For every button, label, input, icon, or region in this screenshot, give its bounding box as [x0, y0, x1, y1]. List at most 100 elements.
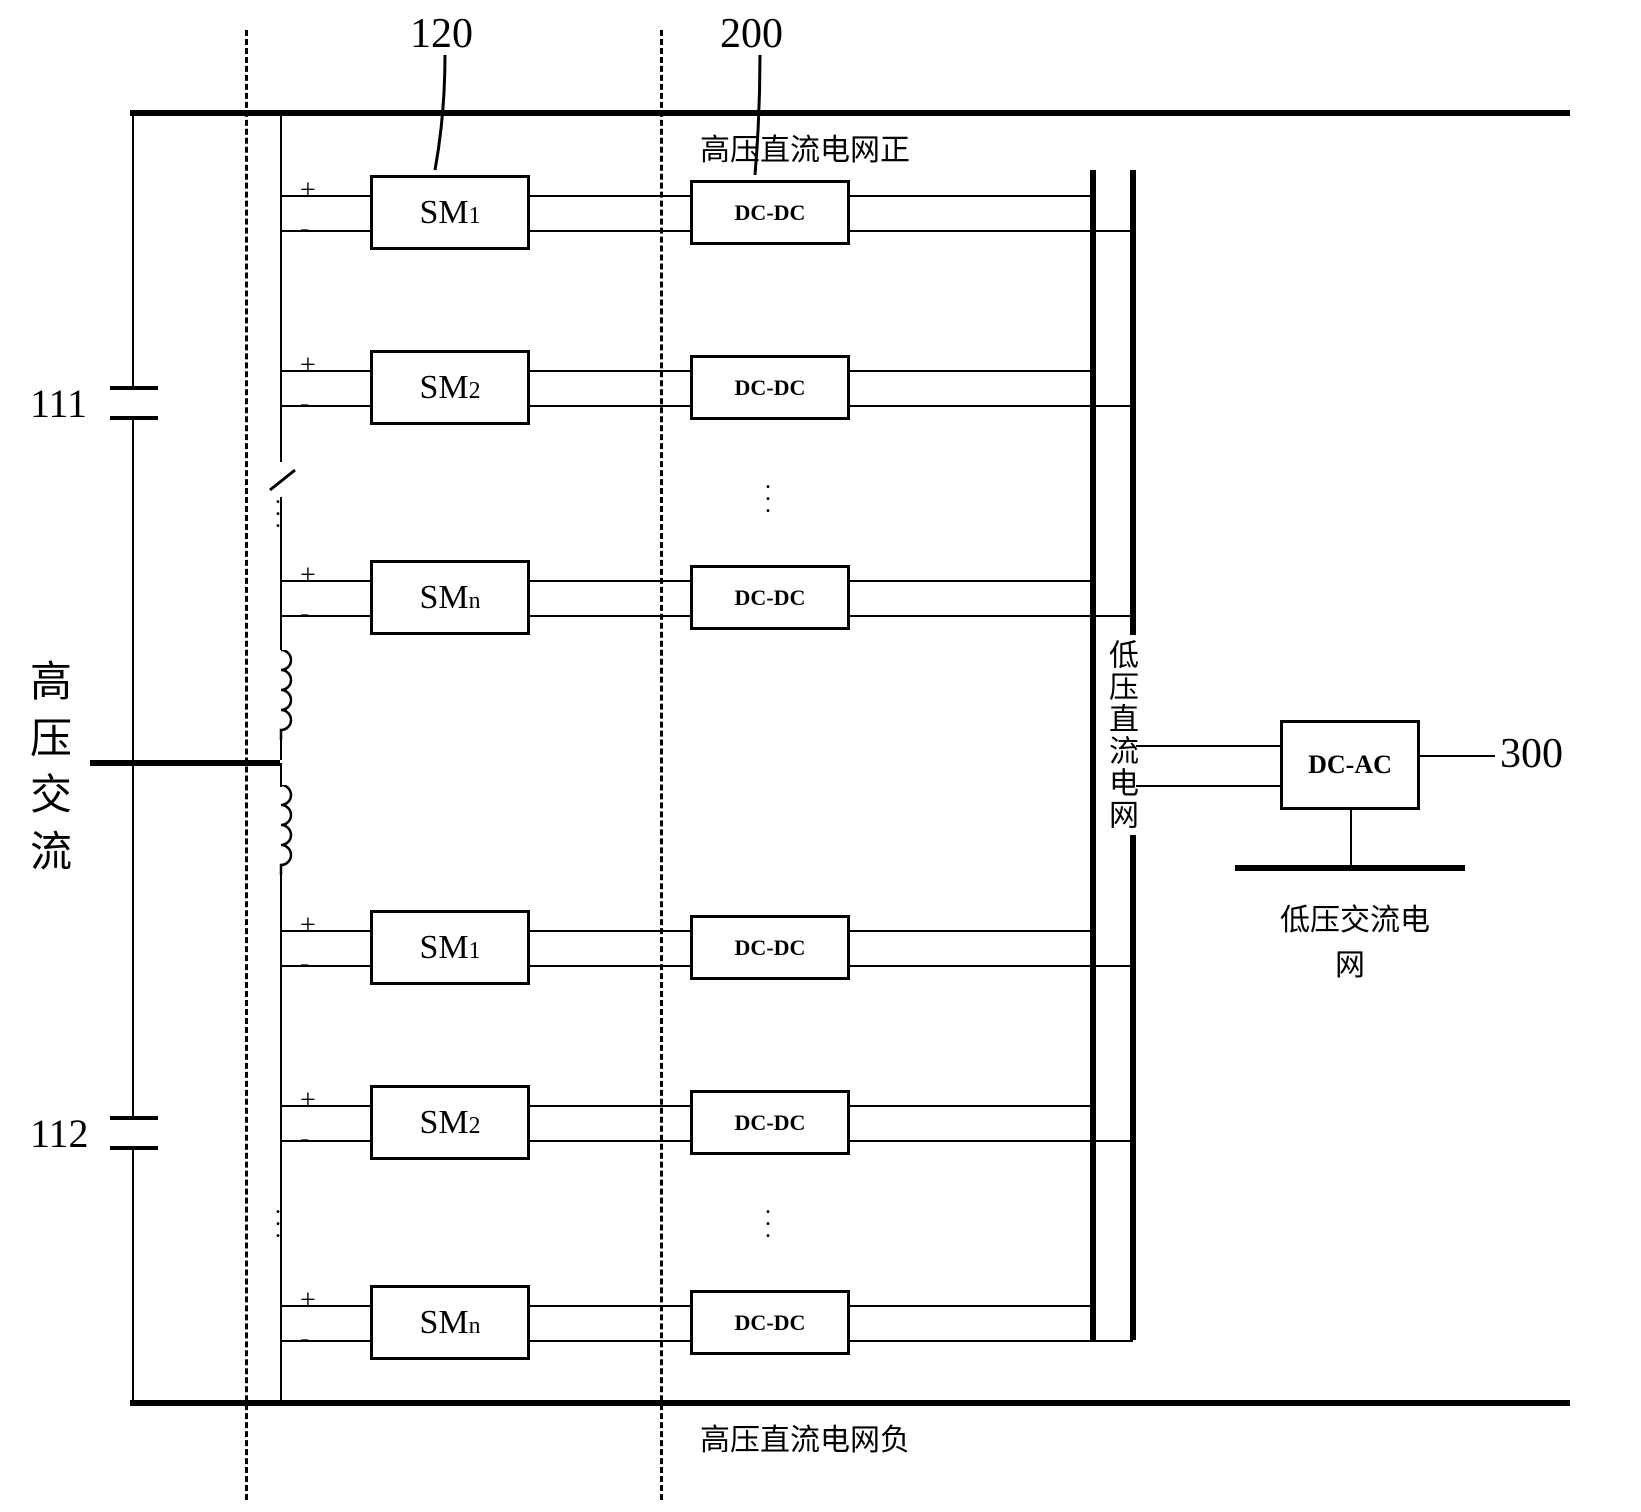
cap-112-bottom: [110, 1146, 158, 1150]
callout-300-line: [1420, 755, 1495, 757]
sm1u-in-bot: [280, 230, 370, 232]
cap-112-label: 112: [30, 1110, 89, 1157]
dcdcnu-out-top: [850, 580, 1093, 582]
dcdc1u-out-bot: [850, 230, 1133, 232]
cap-111-top: [110, 386, 158, 390]
break-switch: [265, 462, 300, 497]
hvdc-negative-label: 高压直流电网负: [700, 1415, 910, 1459]
smnu-plus: +: [300, 560, 316, 592]
callout-300: 300: [1500, 730, 1563, 778]
dcdc1l-out-top: [850, 930, 1093, 932]
dcdc2l-out-bot: [850, 1140, 1133, 1142]
sm2u-to-dcdc-bot: [530, 405, 690, 407]
dcdc-lower-1-label: DC-DC: [735, 935, 806, 961]
cap-111-label: 111: [30, 380, 87, 427]
dcdc1l-out-bot: [850, 965, 1133, 967]
diagram-canvas: 高压直流电网正 高压直流电网负 120 200 高 压 交 流 111 112: [0, 0, 1641, 1512]
dcdc-lower-2-label: DC-DC: [735, 1110, 806, 1136]
sm1u-in-top: [280, 195, 370, 197]
sm2u-in-top: [280, 370, 370, 372]
sm1u-minus: -: [300, 213, 309, 245]
lv-ac-label2: 网: [1335, 940, 1365, 984]
lvdc-bus-label: 低压直流电网: [1098, 635, 1142, 835]
sm-lower-1-label: SM1: [419, 929, 480, 967]
sm2u-to-dcdc-top: [530, 370, 690, 372]
smnl-to-dcdc-top: [530, 1305, 690, 1307]
dcdc2l-out-top: [850, 1105, 1093, 1107]
smnl-in-bot: [280, 1340, 370, 1342]
sm1l-to-dcdc-top: [530, 930, 690, 932]
dcdc-lower-n: DC-DC: [690, 1290, 850, 1355]
sm2l-minus: -: [300, 1123, 309, 1155]
hv-ac-char4: 流: [30, 830, 72, 876]
sm1l-minus: -: [300, 948, 309, 980]
dcac-label: DC-AC: [1308, 750, 1392, 780]
dashed-boundary-right: [660, 30, 663, 1500]
left-bus-mid2: [132, 766, 134, 1116]
dcac-in-bot: [1136, 785, 1280, 787]
left-bus-upper: [132, 116, 134, 386]
sm1l-plus: +: [300, 910, 316, 942]
hv-ac-char3: 交: [30, 773, 72, 819]
vdots-upper-dcdc: ...: [765, 475, 771, 511]
sm-upper-1: SM1: [370, 175, 530, 250]
vdots-lower-dcdc: ...: [765, 1200, 771, 1236]
sm2l-to-dcdc-bot: [530, 1140, 690, 1142]
cap-112-top: [110, 1116, 158, 1120]
sm1l-in-top: [280, 930, 370, 932]
sm1u-to-dcdc-bot: [530, 230, 690, 232]
sm2l-in-bot: [280, 1140, 370, 1142]
smnu-to-dcdc-top: [530, 580, 690, 582]
hvdc-negative-rail: [130, 1400, 1570, 1406]
sm1l-to-dcdc-bot: [530, 965, 690, 967]
dcdc1u-out-top: [850, 195, 1093, 197]
dcac-box: DC-AC: [1280, 720, 1420, 810]
cascade-bus-lower: [280, 870, 282, 1400]
sm-lower-2-label: SM2: [419, 1104, 480, 1142]
dcdc-upper-1-label: DC-DC: [735, 200, 806, 226]
smnu-minus: -: [300, 598, 309, 630]
dcdcnl-out-top: [850, 1305, 1093, 1307]
hv-ac-char1: 高: [30, 660, 72, 706]
sm2u-in-bot: [280, 405, 370, 407]
sm1u-plus: +: [300, 175, 316, 207]
smnl-to-dcdc-bot: [530, 1340, 690, 1342]
smnl-in-top: [280, 1305, 370, 1307]
dcdc-upper-2-label: DC-DC: [735, 375, 806, 401]
callout-120: 120: [410, 10, 473, 58]
inductor-lower: [266, 785, 296, 875]
sm2u-minus: -: [300, 388, 309, 420]
hv-ac-label: 高 压 交 流: [30, 655, 72, 882]
dcdc-upper-1: DC-DC: [690, 180, 850, 245]
sm2u-plus: +: [300, 350, 316, 382]
callout-200-line: [740, 55, 790, 175]
dcdc2u-out-bot: [850, 405, 1133, 407]
hv-ac-char2: 压: [30, 717, 72, 763]
vdots-upper-cascade: ...: [275, 490, 281, 526]
sm-lower-1: SM1: [370, 910, 530, 985]
sm-upper-2: SM2: [370, 350, 530, 425]
sm-upper-n-label: SMn: [419, 579, 480, 617]
dcdc-upper-n-label: DC-DC: [735, 585, 806, 611]
dcdc-lower-1: DC-DC: [690, 915, 850, 980]
inductor-upper: [266, 650, 296, 740]
dcdcnu-out-bot: [850, 615, 1133, 617]
dcdc-upper-n: DC-DC: [690, 565, 850, 630]
sm-lower-2: SM2: [370, 1085, 530, 1160]
sm1u-to-dcdc-top: [530, 195, 690, 197]
left-bus-lower: [132, 1150, 134, 1400]
lv-ac-label: 低压交流电: [1280, 895, 1430, 939]
dcac-in-top: [1136, 745, 1280, 747]
lvdc-bus-1: [1090, 170, 1096, 1340]
dcac-out-v: [1350, 810, 1352, 865]
sm-lower-n: SMn: [370, 1285, 530, 1360]
vdots-lower-cascade: ...: [275, 1200, 281, 1236]
dcdcnl-out-bot: [850, 1340, 1133, 1342]
sm2l-in-top: [280, 1105, 370, 1107]
sm1l-in-bot: [280, 965, 370, 967]
smnu-in-top: [280, 580, 370, 582]
inductor-upper-to-rail: [280, 738, 282, 760]
callout-200: 200: [720, 10, 783, 58]
cap-111-bottom: [110, 416, 158, 420]
lv-ac-bar: [1235, 865, 1465, 871]
